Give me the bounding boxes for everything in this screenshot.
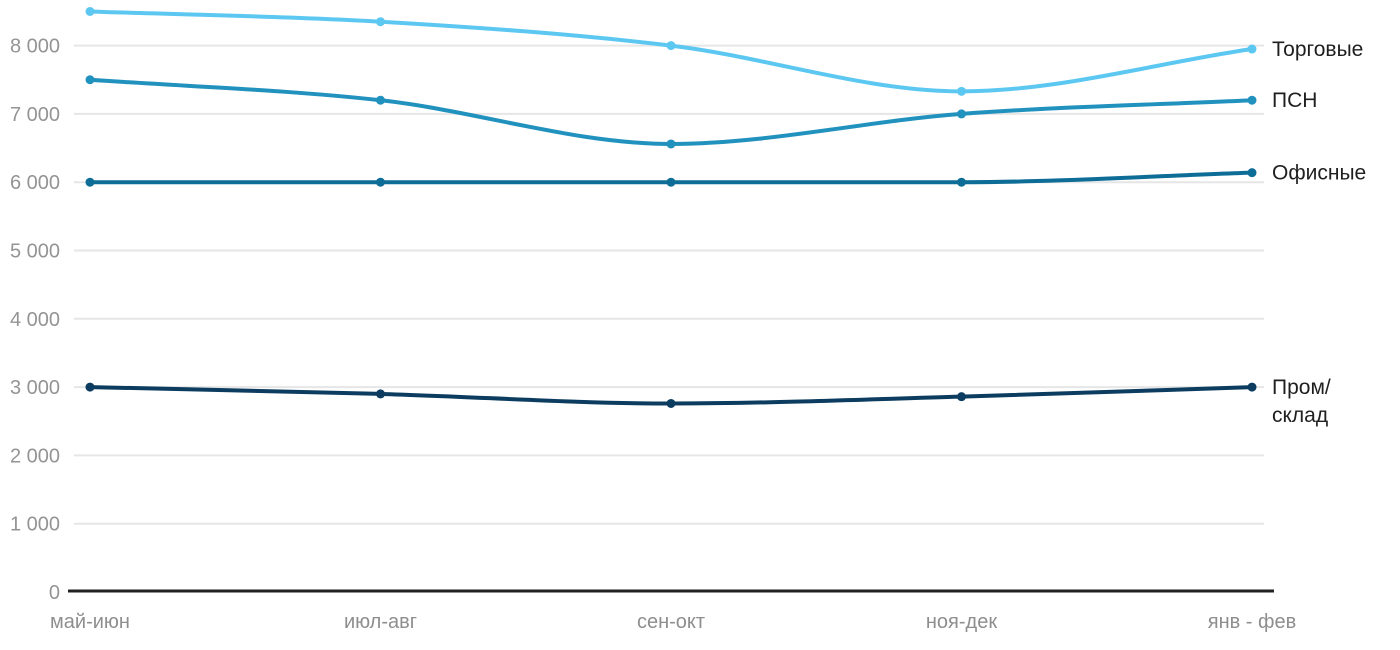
y-axis-tick-label: 1 000 (10, 514, 60, 536)
data-point-ofisnye-3[interactable] (957, 177, 966, 187)
data-point-torgovye-0[interactable] (85, 6, 95, 16)
data-point-torgovye-1[interactable] (376, 17, 385, 27)
y-axis-tick-label: 3 000 (10, 377, 60, 399)
series-line-psn (88, 77, 1254, 146)
x-axis-label: ноя-дек (926, 611, 997, 633)
series-label-psn: ПСН (1272, 89, 1317, 112)
y-axis-tick-label: 5 000 (10, 241, 60, 263)
data-point-ofisnye-1[interactable] (376, 177, 385, 187)
series-label-line: Офисные (1272, 162, 1366, 185)
series-label-line: ПСН (1272, 89, 1317, 112)
series-label-line: склад (1272, 404, 1328, 427)
data-point-torgovye-3[interactable] (957, 86, 966, 96)
data-point-ofisnye-0[interactable] (85, 177, 95, 187)
data-point-ofisnye-2[interactable] (666, 177, 676, 187)
y-axis-tick-label: 0 (49, 582, 60, 604)
x-axis-label: сен-окт (637, 611, 705, 633)
series-label-line: Пром/ (1272, 376, 1331, 399)
y-axis-tick-label: 8 000 (10, 36, 60, 58)
series-label-torgovye: Торговые (1272, 38, 1363, 61)
data-point-prom-sklad-0[interactable] (85, 382, 95, 392)
data-point-prom-sklad-3[interactable] (957, 392, 966, 402)
data-point-torgovye-2[interactable] (666, 41, 676, 51)
y-axis-tick-label: 6 000 (10, 172, 60, 194)
series-label-ofisnye: Офисные (1272, 162, 1366, 185)
series-line-torgovye (88, 9, 1254, 94)
data-point-psn-0[interactable] (85, 75, 95, 85)
data-point-psn-1[interactable] (376, 95, 385, 105)
data-point-prom-sklad-2[interactable] (666, 398, 676, 408)
y-axis-tick-label: 7 000 (10, 104, 60, 126)
data-point-torgovye-4[interactable] (1247, 44, 1257, 54)
series-label-line: Торговые (1272, 38, 1363, 61)
x-axis-label: янв - фев (1208, 611, 1296, 633)
x-axis-label: июл-авг (344, 611, 417, 633)
x-axis-label: май-июн (50, 611, 130, 633)
data-point-ofisnye-4[interactable] (1247, 168, 1257, 178)
y-axis-tick-label: 2 000 (10, 445, 60, 467)
data-point-psn-4[interactable] (1247, 95, 1257, 105)
series-label-prom-sklad: Пром/склад (1272, 376, 1331, 427)
data-point-prom-sklad-4[interactable] (1247, 382, 1257, 392)
y-axis-tick-label: 4 000 (10, 309, 60, 331)
data-point-psn-3[interactable] (957, 109, 966, 119)
data-point-prom-sklad-1[interactable] (376, 389, 385, 399)
data-point-psn-2[interactable] (666, 139, 676, 149)
